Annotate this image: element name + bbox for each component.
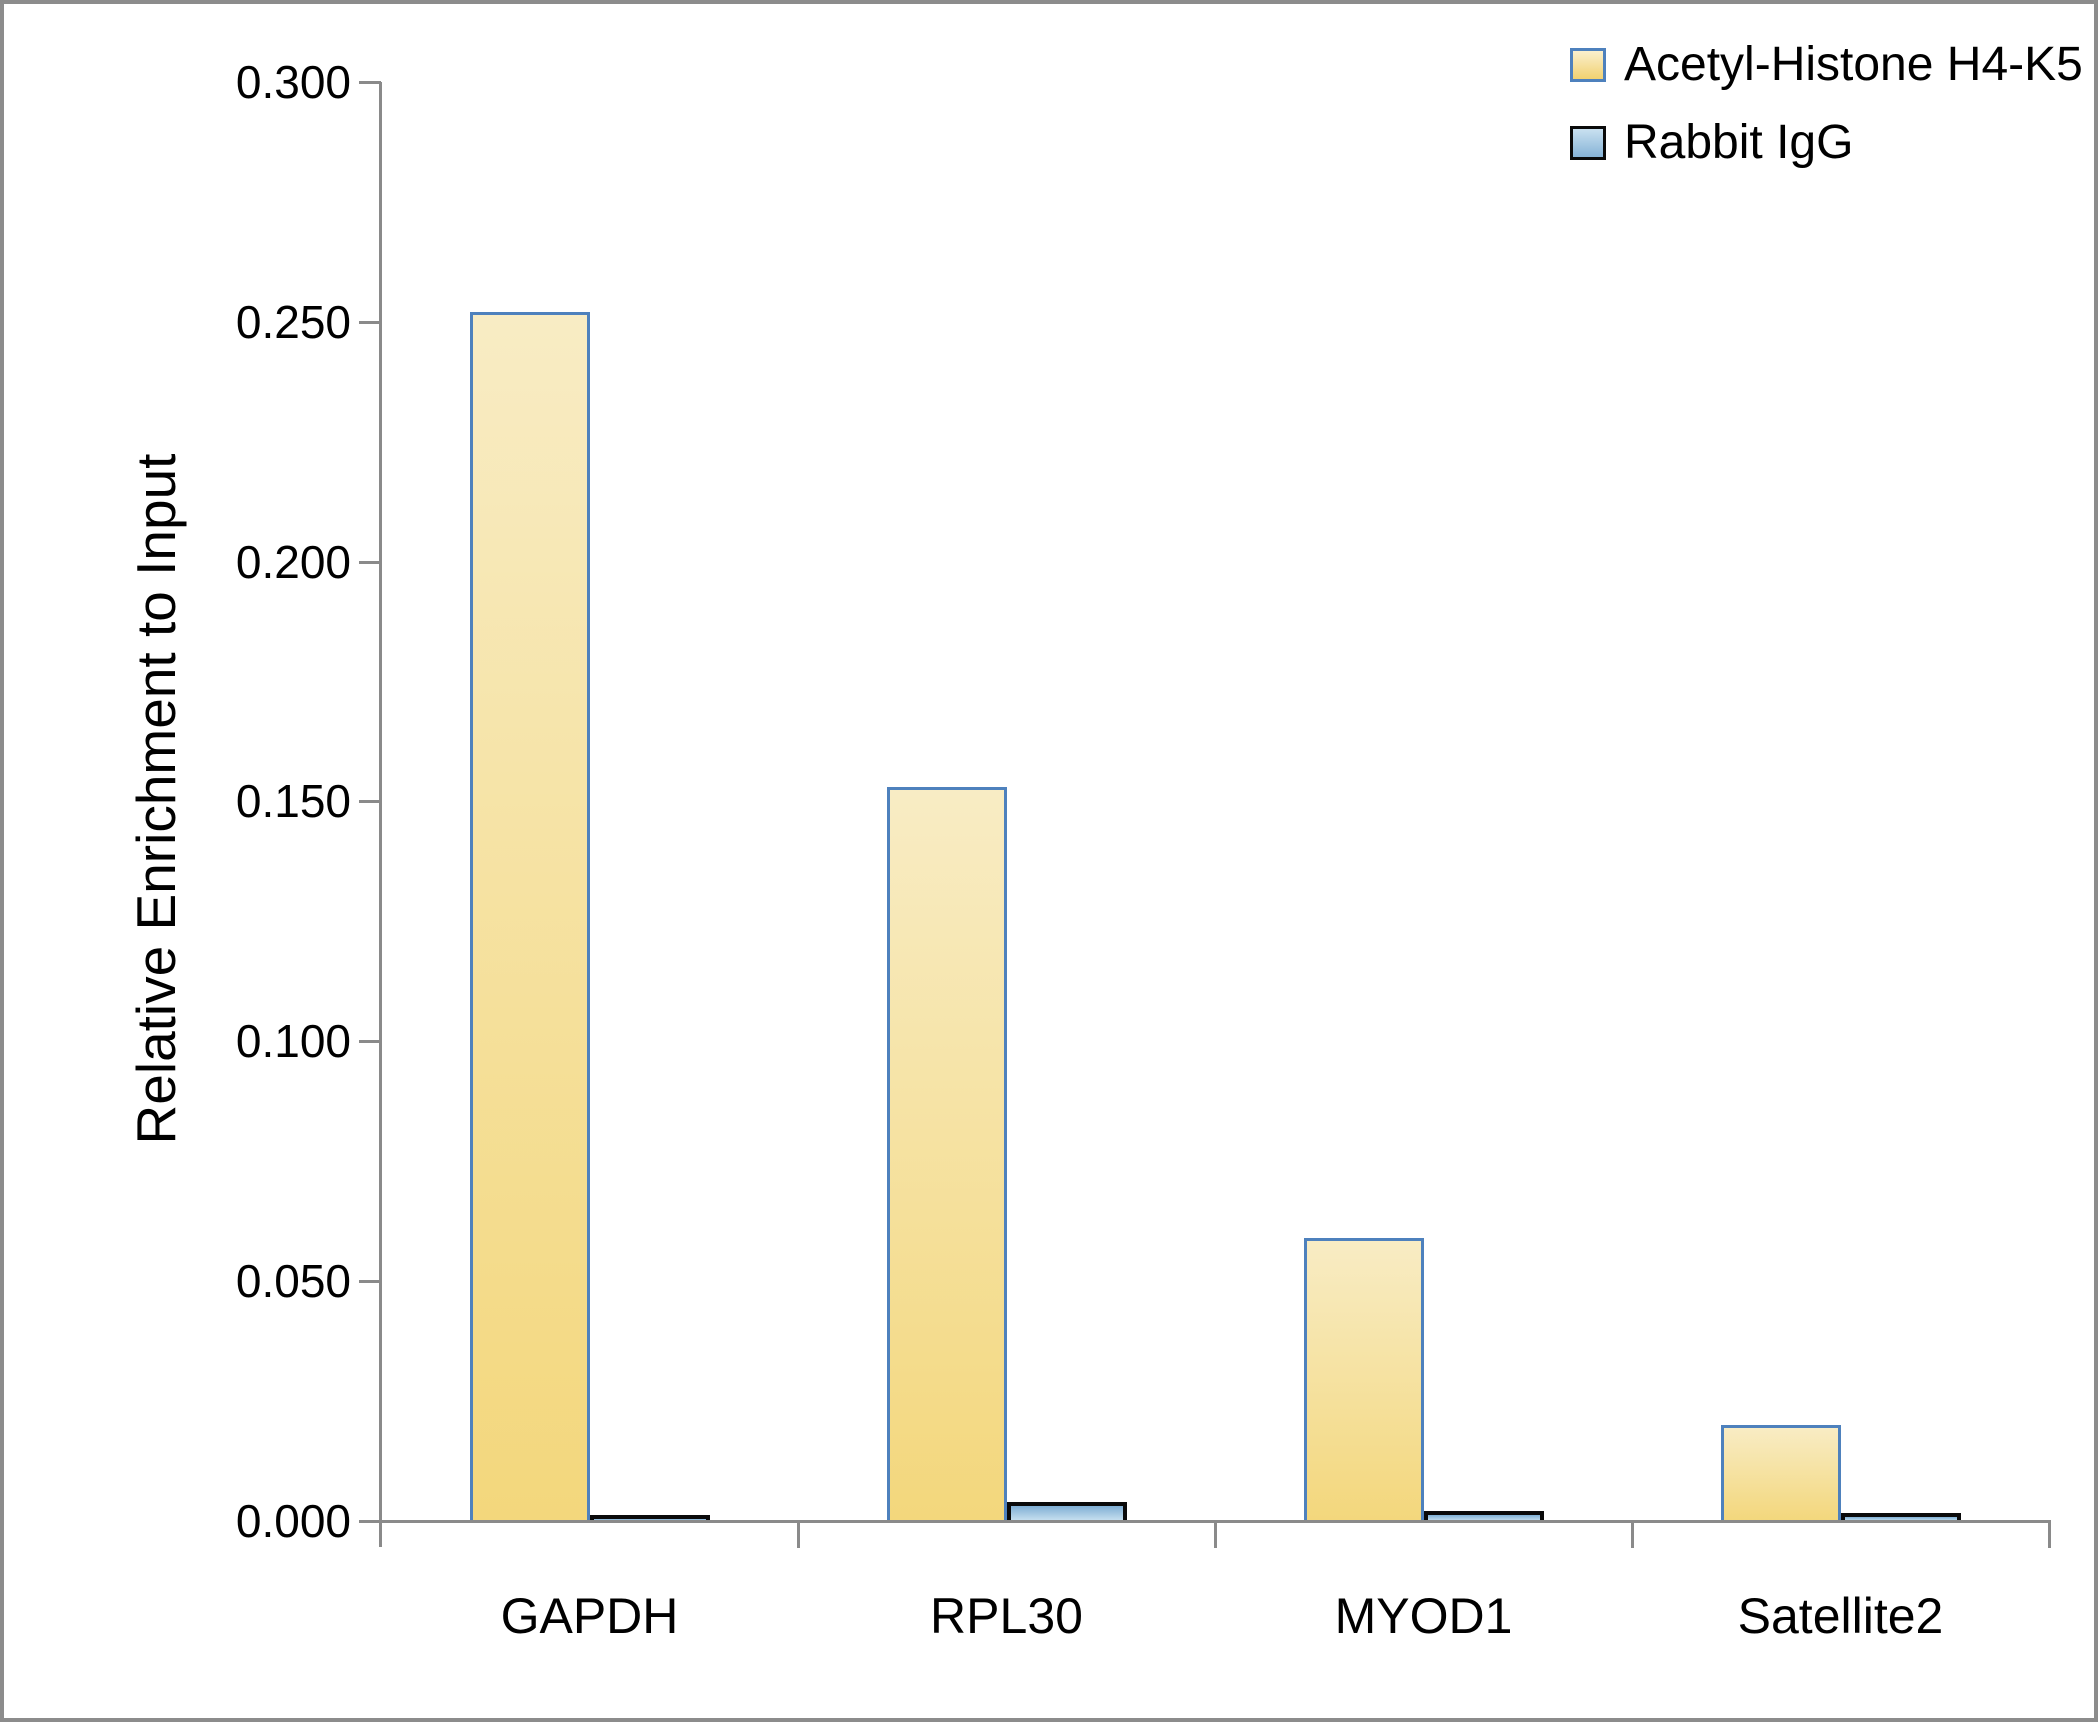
x-tick: [1631, 1522, 1634, 1548]
y-tick-label: 0.000: [235, 1495, 351, 1547]
y-axis-line: [379, 82, 382, 1547]
category-label-myod1: MYOD1: [1334, 1588, 1513, 1644]
bar-myod1-acetyl: [1304, 1238, 1424, 1521]
y-tick: [359, 1520, 381, 1523]
legend: Acetyl-Histone H4-K5 Rabbit IgG: [1570, 40, 2083, 196]
y-tick-label: 0.200: [235, 536, 351, 588]
y-tick: [359, 1040, 381, 1043]
y-tick-label: 0.250: [235, 296, 351, 348]
bar-gapdh-igg: [590, 1515, 710, 1521]
y-tick: [359, 800, 381, 803]
bar-gapdh-acetyl: [470, 312, 590, 1521]
legend-label-acetyl-histone-h4-k5: Acetyl-Histone H4-K5: [1624, 38, 2083, 91]
legend-swatch-acetyl-histone-h4-k5: [1570, 48, 1606, 82]
y-tick: [359, 561, 381, 564]
legend-item-rabbit-igg: Rabbit IgG: [1570, 118, 2083, 168]
y-tick-label: 0.300: [235, 56, 351, 108]
category-label-gapdh: GAPDH: [500, 1588, 679, 1644]
bar-satellite2-igg: [1841, 1513, 1961, 1521]
bar-rpl30-acetyl: [887, 787, 1007, 1521]
x-tick: [797, 1522, 800, 1548]
bar-rpl30-igg: [1007, 1502, 1127, 1521]
x-axis-line: [379, 1520, 2051, 1523]
bar-myod1-igg: [1424, 1511, 1544, 1521]
legend-swatch-rabbit-igg: [1570, 126, 1606, 160]
y-tick: [359, 321, 381, 324]
y-tick-label: 0.050: [235, 1255, 351, 1307]
y-tick-label: 0.100: [235, 1015, 351, 1067]
y-tick: [359, 81, 381, 84]
category-label-rpl30: RPL30: [930, 1588, 1083, 1644]
y-tick-label: 0.150: [235, 775, 351, 827]
x-tick: [1214, 1522, 1217, 1548]
legend-label-rabbit-igg: Rabbit IgG: [1624, 116, 1854, 169]
category-label-satellite2: Satellite2: [1737, 1588, 1944, 1644]
y-tick: [359, 1280, 381, 1283]
x-tick: [2048, 1522, 2051, 1548]
bar-satellite2-acetyl: [1721, 1425, 1841, 1521]
legend-item-acetyl-histone-h4-k5: Acetyl-Histone H4-K5: [1570, 40, 2083, 90]
